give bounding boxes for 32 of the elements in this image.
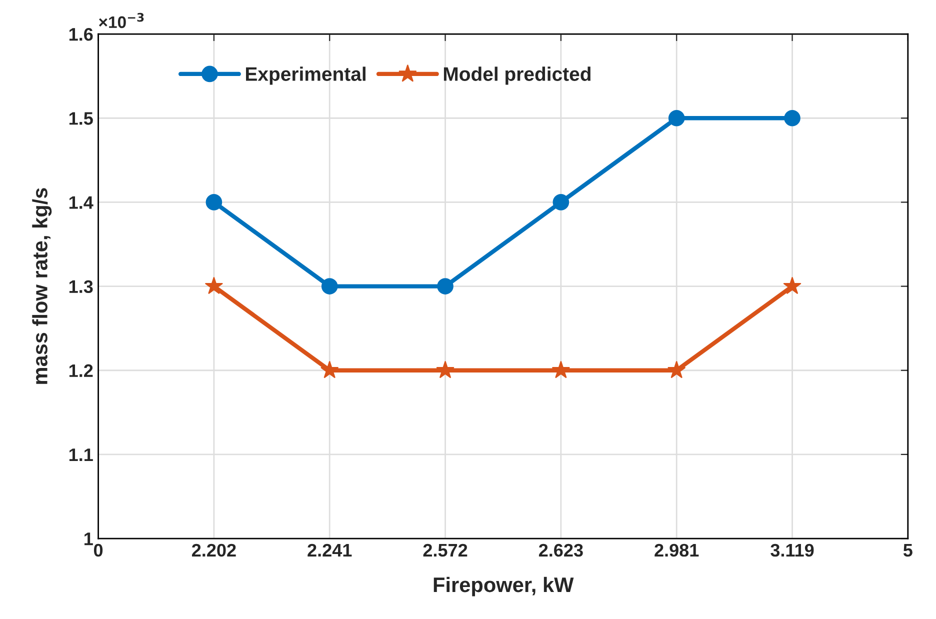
x-tick-label: 2.202 — [192, 544, 236, 557]
y-tick-label: 1.2 — [69, 364, 93, 377]
x-tick-label: 2.623 — [538, 544, 583, 557]
point — [204, 276, 224, 294]
y-tick-label: 1.3 — [69, 280, 93, 294]
x-tick-label: 0 — [94, 544, 103, 557]
point — [436, 360, 454, 378]
y-tick-label: 1.6 — [69, 28, 93, 41]
x-tick-label: 2.241 — [308, 544, 352, 556]
x-tick-label: 3.119 — [770, 544, 814, 557]
y-axis-title: mass flow rate, kg/s — [32, 188, 52, 384]
text: ×10$^{−3}$ — [98, 12, 144, 28]
point — [552, 360, 570, 378]
x-tick-label: 2.572 — [423, 544, 468, 557]
point — [206, 194, 222, 210]
point — [321, 278, 338, 294]
y-tick-label: 1 — [84, 532, 93, 546]
y-tick-label: 1.4 — [69, 196, 94, 209]
legend-label: Experimental — [246, 66, 366, 85]
point — [784, 110, 800, 126]
x-axis-title: Firepower, kW — [434, 576, 574, 596]
point — [552, 194, 570, 210]
point — [668, 110, 685, 126]
legend-label: Model predicted — [444, 66, 590, 85]
point — [667, 360, 686, 378]
x-tick-label: 5 — [903, 544, 912, 557]
y-tick-label: 1.1 — [69, 448, 93, 461]
y-tick-label: 1.5 — [69, 112, 93, 125]
point — [320, 360, 339, 378]
point — [437, 278, 454, 294]
point — [783, 276, 802, 294]
x-tick-label: 2.981 — [654, 544, 699, 557]
